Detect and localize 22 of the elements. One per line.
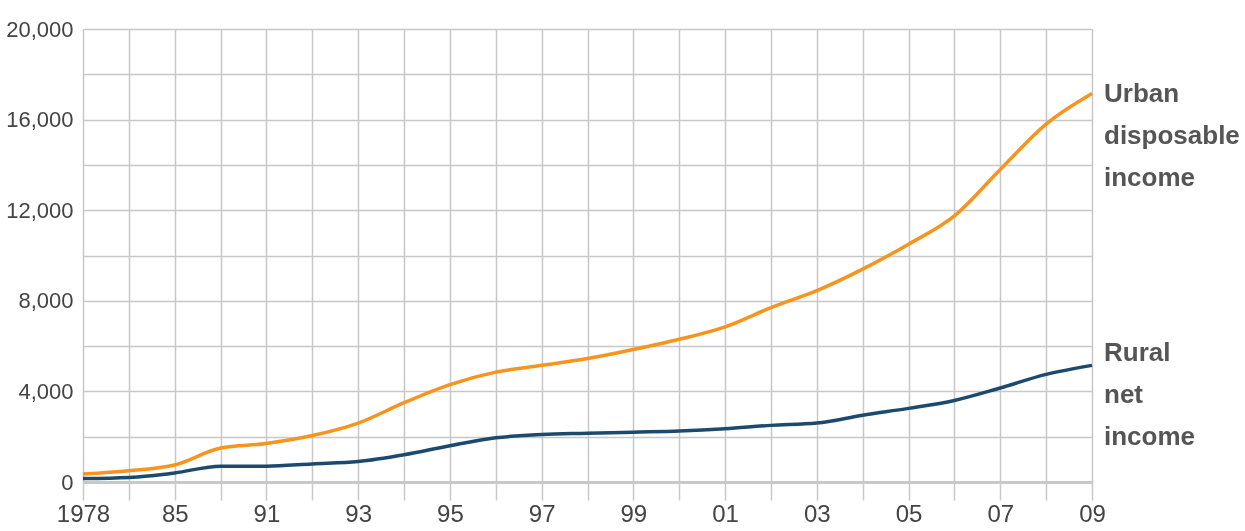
x-tick-label: 95 <box>437 499 464 527</box>
x-tick-label: 09 <box>1079 499 1106 527</box>
x-tick-label: 1978 <box>56 499 111 527</box>
x-tick-label: 99 <box>620 499 648 527</box>
series-label: Rural net income <box>1104 337 1196 452</box>
x-tick-label: 07 <box>987 499 1015 527</box>
y-tick-label: 12,000 <box>6 197 74 223</box>
y-tick-label: 8,000 <box>18 288 74 314</box>
x-tick-label: 85 <box>161 499 189 527</box>
x-tick-label: 05 <box>895 499 923 527</box>
line-series <box>81 363 1094 481</box>
series-label: Urban disposable income <box>1104 77 1240 192</box>
y-tick-label: 4,000 <box>18 378 74 404</box>
y-tick-label: 0 <box>61 469 74 495</box>
x-tick-label: 93 <box>345 499 373 527</box>
line-series <box>81 91 1094 476</box>
x-tick-label: 01 <box>712 499 739 527</box>
x-tick-label: 91 <box>253 499 281 527</box>
x-tick-label: 97 <box>528 499 556 527</box>
x-tick-label: 03 <box>803 499 831 527</box>
y-tick-label: 16,000 <box>6 107 74 133</box>
y-tick-label: 20,000 <box>6 16 74 42</box>
